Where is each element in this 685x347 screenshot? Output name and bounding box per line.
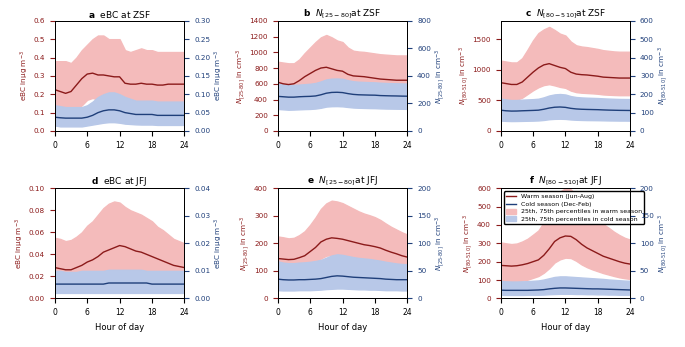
Title: $\mathbf{d}$  eBC at JFJ: $\mathbf{d}$ eBC at JFJ xyxy=(91,175,148,188)
Y-axis label: $N_{[80\text{-}510]}$ in cm$^{-3}$: $N_{[80\text{-}510]}$ in cm$^{-3}$ xyxy=(457,46,470,105)
Y-axis label: eBC inμg m$^{-3}$: eBC inμg m$^{-3}$ xyxy=(213,50,225,101)
Y-axis label: $N_{[80\text{-}510]}$ in cm$^{-3}$: $N_{[80\text{-}510]}$ in cm$^{-3}$ xyxy=(657,214,669,273)
Title: $\mathbf{b}$  $N_{\mathregular{[25-80]}}$at ZSF: $\mathbf{b}$ $N_{\mathregular{[25-80]}}$… xyxy=(303,8,382,21)
Y-axis label: $N_{[25\text{-}80]}$ in cm$^{-3}$: $N_{[25\text{-}80]}$ in cm$^{-3}$ xyxy=(234,48,247,104)
Legend: Warm season (Jun-Aug), Cold season (Dec-Feb), 25th, 75th percentiles in warm sea: Warm season (Jun-Aug), Cold season (Dec-… xyxy=(503,192,644,224)
Title: $\mathbf{a}$  eBC at ZSF: $\mathbf{a}$ eBC at ZSF xyxy=(88,9,151,20)
Y-axis label: eBC inμg m$^{-3}$: eBC inμg m$^{-3}$ xyxy=(14,218,26,269)
X-axis label: Hour of day: Hour of day xyxy=(540,323,590,332)
Title: $\mathbf{f}$  $N_{\mathregular{[80-510]}}$at JFJ: $\mathbf{f}$ $N_{\mathregular{[80-510]}}… xyxy=(529,175,602,188)
X-axis label: Hour of day: Hour of day xyxy=(318,323,367,332)
Y-axis label: eBC inμg m$^{-3}$: eBC inμg m$^{-3}$ xyxy=(213,218,225,269)
X-axis label: Hour of day: Hour of day xyxy=(95,323,145,332)
Y-axis label: $N_{[80\text{-}510]}$ in cm$^{-3}$: $N_{[80\text{-}510]}$ in cm$^{-3}$ xyxy=(462,214,474,273)
Y-axis label: $N_{[25\text{-}80]}$ in cm$^{-3}$: $N_{[25\text{-}80]}$ in cm$^{-3}$ xyxy=(239,215,251,271)
Y-axis label: eBC inμg m$^{-3}$: eBC inμg m$^{-3}$ xyxy=(18,50,31,101)
Title: $\mathbf{e}$  $N_{\mathregular{[25-80]}}$at JFJ: $\mathbf{e}$ $N_{\mathregular{[25-80]}}$… xyxy=(307,175,378,188)
Y-axis label: $N_{[80\text{-}510]}$ in cm$^{-3}$: $N_{[80\text{-}510]}$ in cm$^{-3}$ xyxy=(657,46,669,105)
Y-axis label: $N_{[25\text{-}80]}$ in cm$^{-3}$: $N_{[25\text{-}80]}$ in cm$^{-3}$ xyxy=(434,215,446,271)
Title: $\mathbf{c}$  $N_{\mathregular{[80-510]}}$at ZSF: $\mathbf{c}$ $N_{\mathregular{[80-510]}}… xyxy=(525,8,606,21)
Y-axis label: $N_{[25\text{-}80]}$ in cm$^{-3}$: $N_{[25\text{-}80]}$ in cm$^{-3}$ xyxy=(434,48,446,104)
